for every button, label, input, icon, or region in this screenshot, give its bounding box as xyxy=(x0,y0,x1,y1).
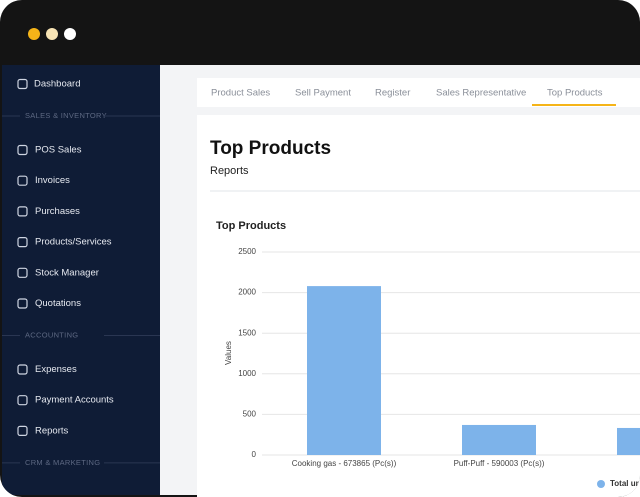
y-tick-label: 500 xyxy=(243,410,257,419)
nav-icon xyxy=(17,78,28,90)
section-heading: ACCOUNTING xyxy=(25,330,78,339)
nav-item[interactable]: Dashboard xyxy=(34,79,80,90)
y-tick-label: 0 xyxy=(252,450,257,459)
nav-icon xyxy=(17,206,28,217)
x-tick-label: Puff-Puff - 590003 (Pc(s)) xyxy=(454,459,545,468)
nav-icon xyxy=(17,144,28,156)
nav-icon xyxy=(17,364,28,375)
sidebar xyxy=(2,65,160,495)
section-heading: SALES & INVENTORY xyxy=(25,111,107,120)
nav-item[interactable]: Expenses xyxy=(35,364,77,375)
chart-title: Top Products xyxy=(216,220,286,232)
y-tick-label: 1500 xyxy=(238,328,256,337)
bar xyxy=(617,427,640,455)
tab-bar xyxy=(197,78,640,107)
nav-icon xyxy=(17,175,28,186)
section-heading: CRM & MARKETING xyxy=(25,458,100,467)
nav-item[interactable]: Payment Accounts xyxy=(35,395,114,406)
nav-item[interactable]: Reports xyxy=(35,425,69,436)
window-dot[interactable] xyxy=(46,28,58,40)
y-tick-label: 1000 xyxy=(238,369,256,378)
tab[interactable]: Product Sales xyxy=(211,88,270,99)
tab[interactable]: Sales Representative xyxy=(436,88,526,99)
nav-icon xyxy=(17,237,28,248)
page-title: Top Products xyxy=(210,138,331,159)
legend-swatch xyxy=(597,480,605,488)
nav-item[interactable]: Purchases xyxy=(35,206,80,217)
window-dot[interactable] xyxy=(28,28,40,40)
report-card xyxy=(197,115,640,497)
tab[interactable]: Top Products xyxy=(547,88,603,99)
y-tick-label: 2000 xyxy=(238,288,256,297)
nav-icon xyxy=(17,298,28,309)
x-tick-label: Cooking gas - 673865 (Pc(s)) xyxy=(292,459,397,468)
tab[interactable]: Register xyxy=(375,88,410,99)
tab[interactable]: Sell Payment xyxy=(295,88,351,99)
nav-icon xyxy=(17,267,28,278)
window-dot[interactable] xyxy=(64,28,76,40)
bar xyxy=(462,424,536,455)
nav-item[interactable]: Stock Manager xyxy=(35,267,99,278)
legend-label: Total units xyxy=(610,479,640,488)
nav-icon xyxy=(17,425,28,436)
nav-item[interactable]: Invoices xyxy=(35,175,70,186)
y-axis-label: Values xyxy=(224,341,233,365)
nav-item[interactable]: POS Sales xyxy=(35,145,82,156)
nav-item[interactable]: Quotations xyxy=(35,298,81,309)
nav-item[interactable]: Products/Services xyxy=(35,237,112,248)
page-subtitle: Reports xyxy=(210,165,249,177)
bar xyxy=(307,286,381,455)
y-tick-label: 2500 xyxy=(238,247,256,256)
nav-icon xyxy=(17,395,28,406)
